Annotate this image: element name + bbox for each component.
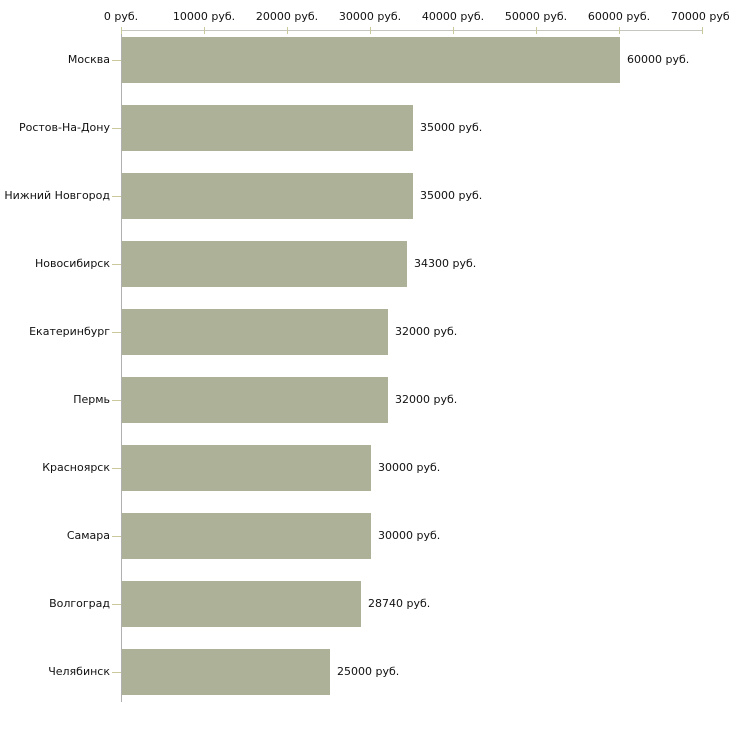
bar-value-label: 32000 руб. (395, 325, 458, 338)
bar-value-label: 25000 руб. (337, 665, 400, 678)
bar (122, 649, 330, 695)
bar (122, 241, 407, 287)
category-label: Волгоград (49, 597, 110, 610)
bar-value-label: 30000 руб. (378, 461, 441, 474)
x-axis-tick-label: 20000 руб. (255, 10, 319, 23)
x-axis-tick-label: 30000 руб. (338, 10, 402, 23)
bar (122, 105, 413, 151)
y-axis-tick-mark (112, 264, 121, 265)
y-axis-tick-mark (112, 60, 121, 61)
bar-value-label: 35000 руб. (420, 189, 483, 202)
y-axis-tick-mark (112, 604, 121, 605)
bar-value-label: 32000 руб. (395, 393, 458, 406)
y-axis-tick-mark (112, 536, 121, 537)
y-axis-tick-mark (112, 468, 121, 469)
bar (122, 309, 388, 355)
x-axis-tick-mark (287, 27, 288, 34)
bar-value-label: 28740 руб. (368, 597, 431, 610)
x-axis-tick-mark (619, 27, 620, 34)
bar-value-label: 30000 руб. (378, 529, 441, 542)
bar (122, 37, 620, 83)
bar-value-label: 34300 руб. (414, 257, 477, 270)
y-axis-tick-mark (112, 400, 121, 401)
x-axis-tick-mark (702, 27, 703, 34)
x-axis-line (121, 30, 703, 31)
bar (122, 377, 388, 423)
x-axis-tick-mark (204, 27, 205, 34)
y-axis-line (121, 30, 122, 702)
bar-value-label: 35000 руб. (420, 121, 483, 134)
y-axis-tick-mark (112, 128, 121, 129)
y-axis-tick-mark (112, 672, 121, 673)
bar (122, 173, 413, 219)
x-axis-tick-label: 10000 руб. (172, 10, 236, 23)
bar (122, 513, 371, 559)
category-label: Челябинск (48, 665, 110, 678)
y-axis-tick-mark (112, 196, 121, 197)
category-label: Пермь (73, 393, 110, 406)
category-label: Самара (66, 529, 110, 542)
category-label: Новосибирск (34, 257, 110, 270)
x-axis-tick-mark (536, 27, 537, 34)
bar (122, 445, 371, 491)
category-label: Нижний Новгород (4, 189, 110, 202)
x-axis-tick-label: 60000 руб. (587, 10, 651, 23)
x-axis-tick-mark (121, 27, 122, 34)
category-label: Ростов-На-Дону (18, 121, 110, 134)
y-axis-tick-mark (112, 332, 121, 333)
x-axis-tick-label: 50000 руб. (504, 10, 568, 23)
bar-value-label: 60000 руб. (627, 53, 690, 66)
x-axis-tick-label: 70000 руб. (670, 10, 730, 23)
category-label: Красноярск (42, 461, 110, 474)
bar (122, 581, 361, 627)
x-axis-tick-mark (370, 27, 371, 34)
category-label: Москва (67, 53, 110, 66)
category-label: Екатеринбург (29, 325, 110, 338)
x-axis-tick-label: 40000 руб. (421, 10, 485, 23)
x-axis-tick-label: 0 руб. (103, 10, 139, 23)
x-axis-tick-mark (453, 27, 454, 34)
